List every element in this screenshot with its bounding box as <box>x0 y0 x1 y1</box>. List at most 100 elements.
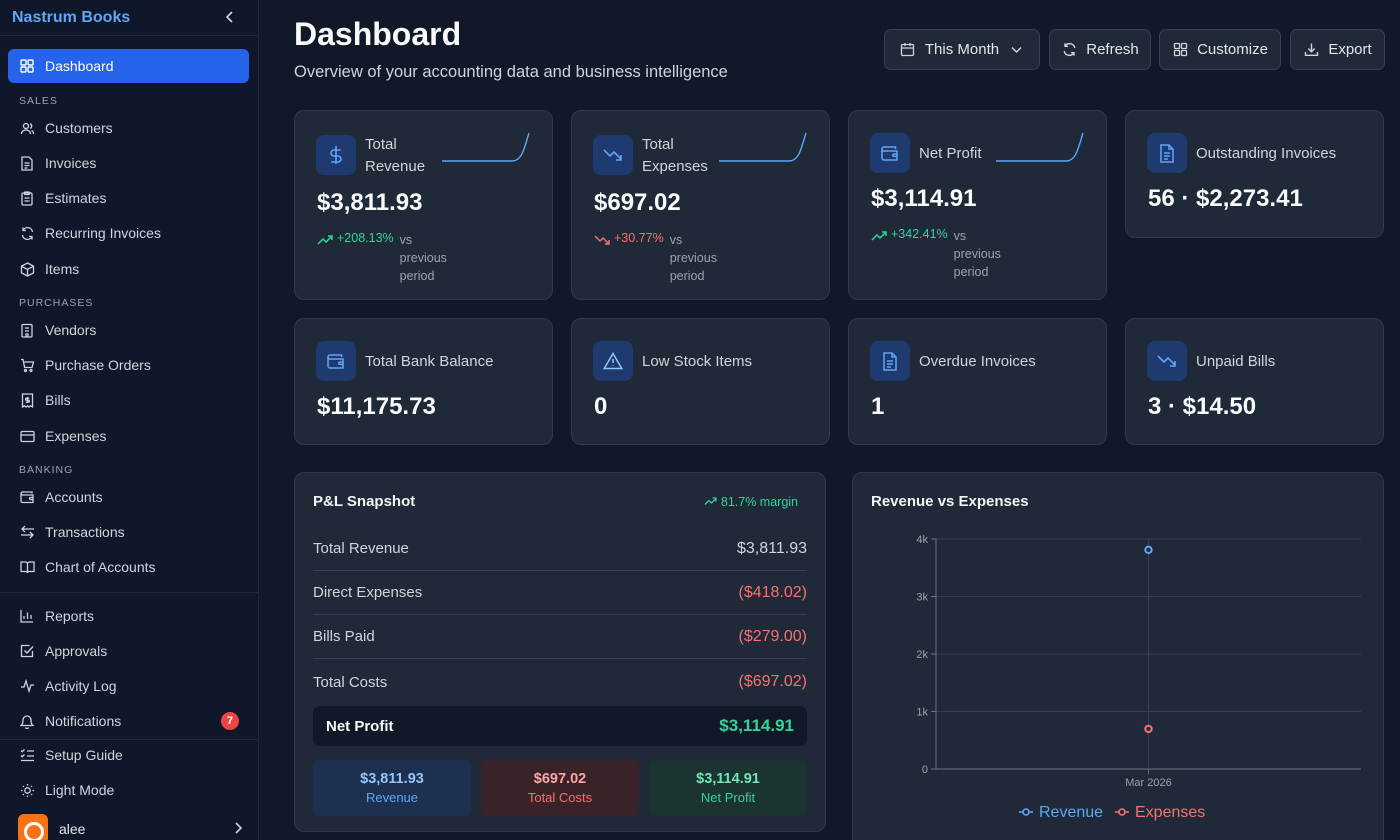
refresh-button[interactable]: Refresh <box>1049 29 1151 70</box>
sidebar-item-label: Setup Guide <box>45 747 123 763</box>
kpi-title: Unpaid Bills <box>1196 353 1276 370</box>
sidebar-item-label: Recurring Invoices <box>45 225 161 241</box>
sidebar-item-chart-of-accounts[interactable]: Chart of Accounts <box>8 550 249 584</box>
sidebar-item-light-mode[interactable]: Light Mode <box>8 773 249 807</box>
receipt-icon <box>19 392 35 408</box>
sidebar-item-transactions[interactable]: Transactions <box>8 515 249 549</box>
book-open-icon <box>19 559 35 575</box>
kpi-trend: +30.77% vs previous period <box>594 231 730 285</box>
kpi-title: Net Profit <box>919 145 982 162</box>
sidebar-item-vendors[interactable]: Vendors <box>8 313 249 347</box>
kpi-value: $3,811.93 <box>317 189 423 216</box>
trending-up-icon <box>871 231 887 241</box>
trending-down-icon <box>1147 341 1187 381</box>
sidebar-item-invoices[interactable]: Invoices <box>8 146 249 180</box>
export-label: Export <box>1328 41 1372 58</box>
sidebar-item-setup-guide[interactable]: Setup Guide <box>8 738 249 772</box>
sidebar-item-accounts[interactable]: Accounts <box>8 480 249 514</box>
sidebar-item-label: Transactions <box>45 524 125 540</box>
y-tick-label: 0 <box>922 764 928 776</box>
notifications-badge: 7 <box>221 712 239 730</box>
period-label: This Month <box>924 41 1000 58</box>
pl-row-amount: ($279.00) <box>738 627 808 645</box>
sidebar-item-recurring-invoices[interactable]: Recurring Invoices <box>8 216 249 250</box>
sidebar-item-customers[interactable]: Customers <box>8 111 249 145</box>
export-button[interactable]: Export <box>1290 29 1385 70</box>
user-menu[interactable]: alee <box>18 814 243 840</box>
file-text-icon <box>870 341 910 381</box>
chevron-right-icon <box>233 821 243 837</box>
kpi-change: +342.41% <box>891 227 948 241</box>
pl-net-profit-row: Net Profit $3,114.91 <box>313 706 807 746</box>
customize-button[interactable]: Customize <box>1159 29 1281 70</box>
sidebar-item-purchase-orders[interactable]: Purchase Orders <box>8 348 249 382</box>
activity-icon <box>19 678 35 694</box>
sidebar-item-label: Invoices <box>45 155 97 171</box>
sidebar-item-approvals[interactable]: Approvals <box>8 634 249 668</box>
period-select[interactable]: This Month <box>884 29 1040 70</box>
avatar <box>18 814 48 840</box>
sidebar-item-label: Customers <box>45 120 113 136</box>
building-icon <box>19 322 35 338</box>
sidebar-divider <box>0 739 259 740</box>
kpi-title: Low Stock Items <box>642 353 753 370</box>
kpi-card-outstanding-invoices[interactable]: Outstanding Invoices 56 · $2,273.41 <box>1125 110 1384 238</box>
trending-down-icon <box>593 135 633 175</box>
customize-label: Customize <box>1197 41 1268 58</box>
pl-row-amount: ($697.02) <box>738 673 808 690</box>
sparkline <box>996 132 1084 162</box>
kpi-card-unpaid-bills[interactable]: Unpaid Bills 3 · $14.50 <box>1125 318 1384 445</box>
sidebar-item-estimates[interactable]: Estimates <box>8 181 249 215</box>
pl-net-amount: $3,114.91 <box>719 716 794 735</box>
layout-grid-icon <box>1172 42 1188 58</box>
pl-net-label: Net Profit <box>326 717 394 735</box>
sidebar-item-label: Purchase Orders <box>45 357 151 373</box>
pl-title: P&L Snapshot <box>313 493 416 510</box>
kpi-card-low-stock-items[interactable]: Low Stock Items 0 <box>571 318 830 445</box>
sidebar-item-bills[interactable]: Bills <box>8 383 249 417</box>
sidebar-item-dashboard[interactable]: Dashboard <box>8 49 249 83</box>
pl-row-label: Total Revenue <box>313 540 409 557</box>
sidebar-item-items[interactable]: Items <box>8 252 249 286</box>
trending-up-icon <box>317 235 333 245</box>
kpi-card-total-expenses[interactable]: Total Expenses $697.02 +30.77% vs previous… <box>571 110 830 300</box>
kpi-title: Overdue Invoices <box>919 353 1036 370</box>
kpi-card-net-profit[interactable]: Net Profit $3,114.91 +342.41% vs previous… <box>848 110 1107 300</box>
pl-summary-total-costs: $697.02 Total Costs <box>481 760 639 816</box>
kpi-card-overdue-invoices[interactable]: Overdue Invoices 1 <box>848 318 1107 445</box>
sidebar: Nastrum Books Dashboard SALES Customers … <box>0 0 259 840</box>
kpi-title: Total Bank Balance <box>365 353 494 370</box>
kpi-title: Total Revenue <box>365 136 426 175</box>
sidebar-item-expenses[interactable]: Expenses <box>8 419 249 453</box>
clipboard-icon <box>19 190 35 206</box>
data-point-expenses <box>1144 724 1153 734</box>
legend-marker <box>1118 808 1126 816</box>
collapse-sidebar-icon[interactable] <box>224 10 236 26</box>
page-title: Dashboard <box>294 16 462 52</box>
kpi-change: +208.13% <box>337 231 394 245</box>
kpi-card-total-revenue[interactable]: Total Revenue $3,811.93 +208.13% vs previo… <box>294 110 553 300</box>
box-icon <box>19 261 35 277</box>
sidebar-item-label: Reports <box>45 608 95 624</box>
pl-summary-net-profit: $3,114.91 Net Profit <box>649 760 807 816</box>
sidebar-item-label: Expenses <box>45 428 107 444</box>
kpi-title: Outstanding Invoices <box>1196 145 1337 162</box>
user-name: alee <box>59 821 86 837</box>
pl-summary-revenue: $3,811.93 Revenue <box>313 760 471 816</box>
legend-label: Expenses <box>1135 804 1205 821</box>
sidebar-item-activity-log[interactable]: Activity Log <box>8 669 249 703</box>
brand-logo[interactable]: Nastrum Books <box>12 8 131 26</box>
kpi-title: Total Expenses <box>642 136 708 175</box>
sidebar-item-notifications[interactable]: Notifications 7 <box>8 704 249 738</box>
section-banking: BANKING <box>19 464 74 476</box>
kpi-value: 0 <box>594 393 608 420</box>
kpi-value: 56 · $2,273.41 <box>1148 185 1303 212</box>
check-square-icon <box>19 643 35 659</box>
brand-row: Nastrum Books <box>0 0 258 36</box>
legend-marker <box>1022 808 1030 816</box>
refresh-icon <box>1061 42 1077 58</box>
sidebar-item-reports[interactable]: Reports <box>8 599 249 633</box>
kpi-trend: +342.41% vs previous period <box>871 227 1014 281</box>
kpi-card-total-bank-balance[interactable]: Total Bank Balance $11,175.73 <box>294 318 553 445</box>
alert-triangle-icon <box>593 341 633 381</box>
